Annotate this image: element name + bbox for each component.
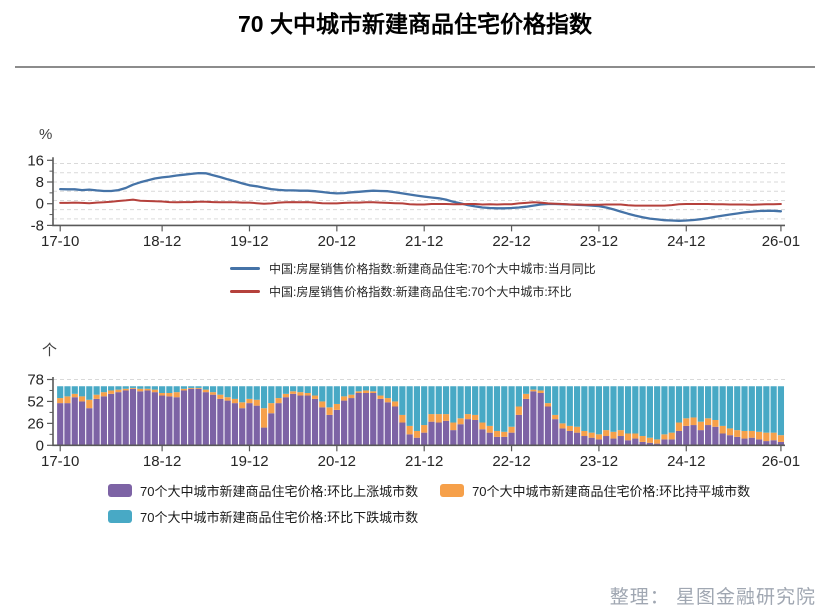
page-title: 70 大中城市新建商品住宅价格指数	[238, 11, 592, 37]
svg-text:17-10: 17-10	[41, 453, 79, 470]
flat-bar-swatch	[440, 484, 465, 497]
svg-text:22-12: 22-12	[492, 453, 530, 470]
svg-text:20-12: 20-12	[318, 233, 356, 250]
svg-text:-8: -8	[31, 217, 44, 234]
bar-chart-unit-label: 个	[42, 342, 58, 359]
svg-text:0: 0	[36, 196, 44, 213]
svg-text:0: 0	[36, 437, 44, 454]
legend-label-yoy: 中国:房屋销售价格指数:新建商品住宅:70个大中城市:当月同比	[269, 262, 596, 276]
legend-label-rise: 70个大中城市新建商品住宅价格:环比上涨城市数	[140, 484, 419, 499]
title-divider	[15, 66, 815, 68]
line-chart-legend: 中国:房屋销售价格指数:新建商品住宅:70个大中城市:当月同比 中国:房屋销售价…	[230, 260, 596, 300]
svg-text:78: 78	[27, 371, 44, 388]
svg-text:24-12: 24-12	[667, 233, 705, 250]
svg-text:23-12: 23-12	[580, 233, 618, 250]
bar-chart-legend: 70个大中城市新建商品住宅价格:环比上涨城市数 70个大中城市新建商品住宅价格:…	[108, 481, 750, 526]
legend-item-rise: 70个大中城市新建商品住宅价格:环比上涨城市数	[108, 481, 418, 500]
svg-text:19-12: 19-12	[230, 453, 268, 470]
fall-bar-swatch	[108, 510, 132, 523]
svg-text:22-12: 22-12	[492, 233, 530, 250]
svg-text:17-10: 17-10	[41, 233, 79, 250]
svg-text:21-12: 21-12	[405, 453, 443, 470]
svg-text:16: 16	[27, 152, 44, 169]
yoy-line-swatch	[230, 267, 260, 270]
legend-item-fall: 70个大中城市新建商品住宅价格:环比下跌城市数	[108, 507, 418, 526]
legend-label-flat: 70个大中城市新建商品住宅价格:环比持平城市数	[472, 484, 751, 499]
legend-item-yoy: 中国:房屋销售价格指数:新建商品住宅:70个大中城市:当月同比	[230, 260, 596, 277]
svg-text:18-12: 18-12	[143, 453, 181, 470]
svg-text:26-01: 26-01	[762, 233, 800, 250]
svg-text:26-01: 26-01	[762, 453, 800, 470]
svg-text:19-12: 19-12	[230, 233, 268, 250]
legend-item-mom: 中国:房屋销售价格指数:新建商品住宅:70个大中城市:环比	[230, 283, 572, 300]
svg-text:52: 52	[27, 393, 44, 410]
legend-item-flat: 70个大中城市新建商品住宅价格:环比持平城市数	[440, 481, 750, 500]
price-index-line-chart: 16 8 0 -817-10 18-12 19-12 20-12 21-12 22-12 23-1…	[27, 152, 800, 250]
legend-label-fall: 70个大中城市新建商品住宅价格:环比下跌城市数	[140, 510, 419, 525]
svg-text:8: 8	[36, 174, 44, 191]
svg-text:26: 26	[27, 415, 44, 432]
rise-bar-swatch	[108, 484, 132, 497]
line-chart-unit-label: %	[39, 126, 53, 143]
svg-text:21-12: 21-12	[405, 233, 443, 250]
credit-text: 整理： 星图金融研究院	[609, 587, 816, 608]
legend-label-mom: 中国:房屋销售价格指数:新建商品住宅:70个大中城市:环比	[269, 285, 572, 299]
svg-text:23-12: 23-12	[580, 453, 618, 470]
svg-text:20-12: 20-12	[318, 453, 356, 470]
svg-text:24-12: 24-12	[667, 453, 705, 470]
city-count-bar-chart: 0 26 52 78 17-10 18-12 19-12 20-12 21-12 22-12 23-…	[27, 371, 800, 470]
svg-text:18-12: 18-12	[143, 233, 181, 250]
mom-line-swatch	[230, 290, 260, 293]
